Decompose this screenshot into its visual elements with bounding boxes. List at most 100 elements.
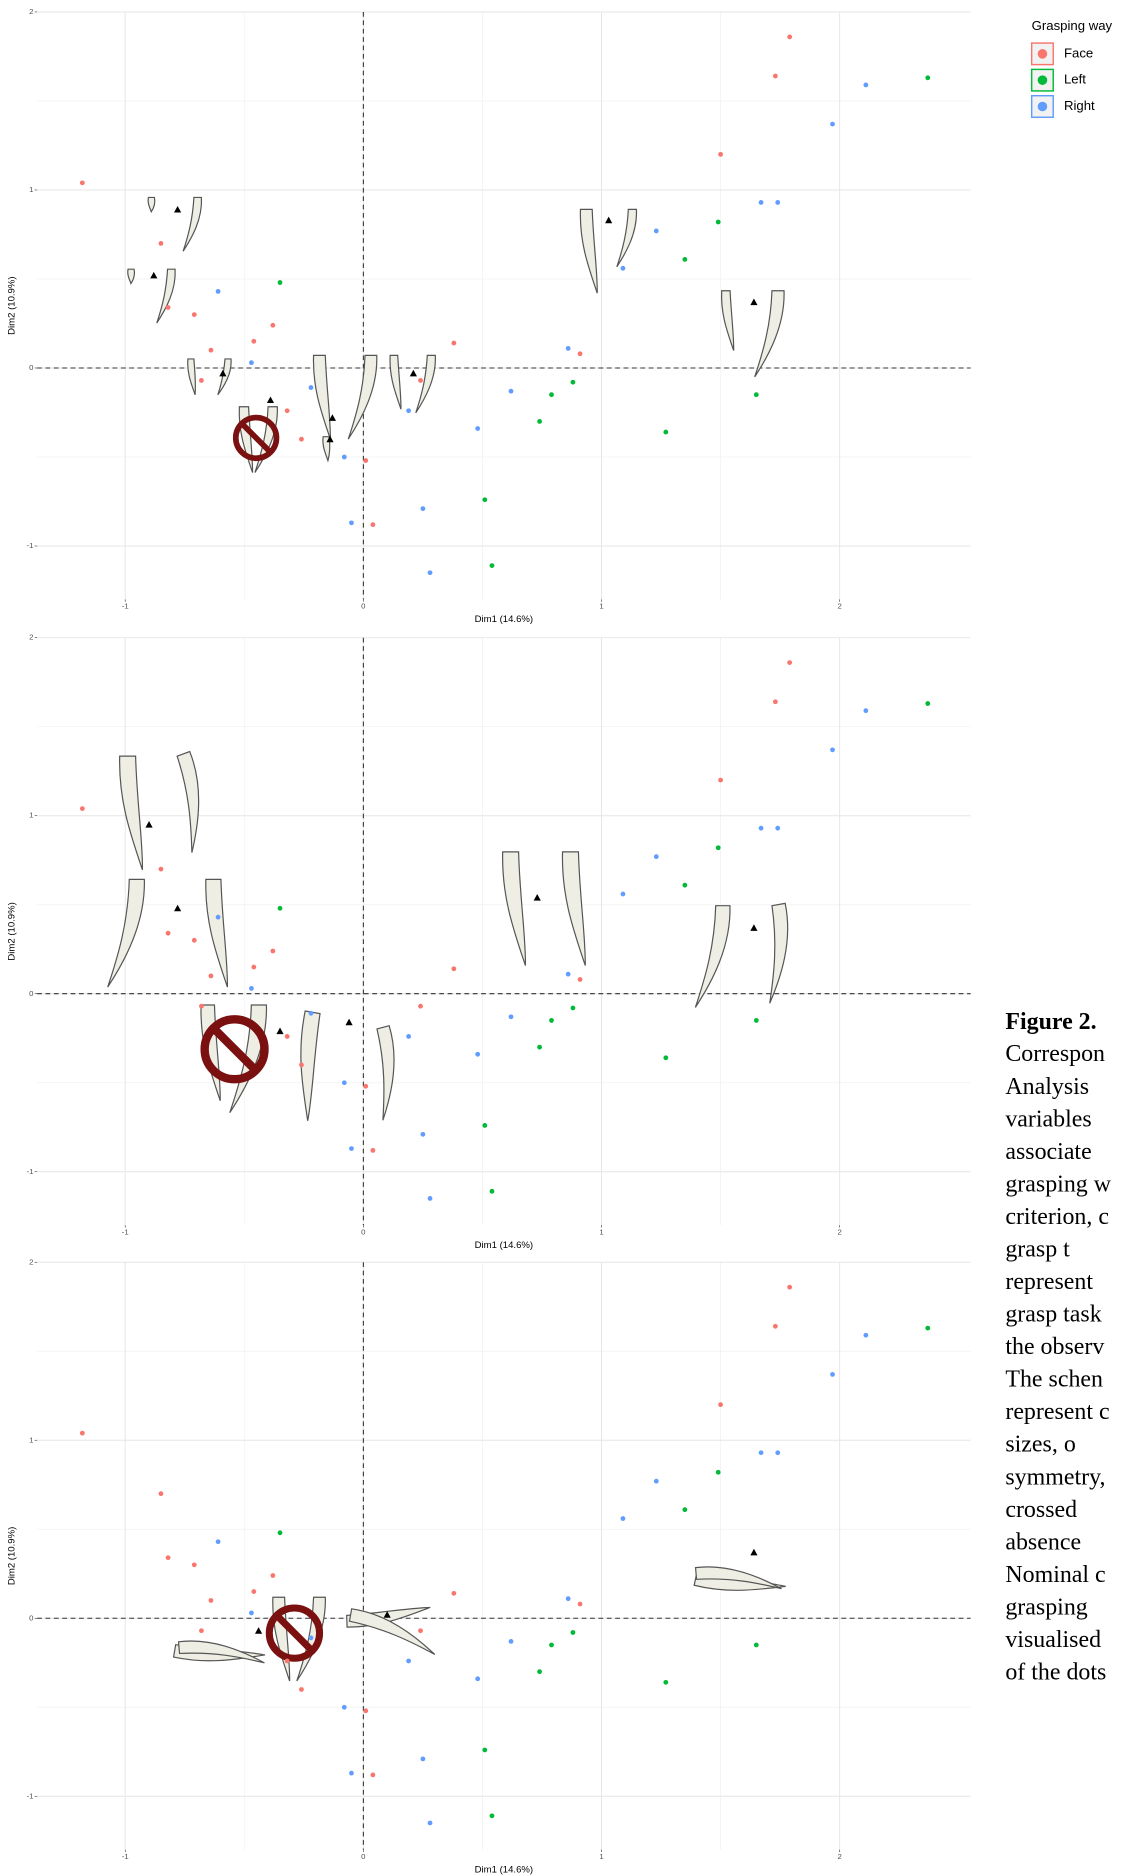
data-point bbox=[715, 845, 721, 851]
caption-line: The schen bbox=[1005, 1367, 1103, 1393]
claw-schematic bbox=[217, 358, 232, 396]
modality-marker bbox=[605, 216, 613, 224]
data-point bbox=[363, 458, 369, 463]
claw-schematic bbox=[769, 902, 789, 1004]
modality-marker bbox=[145, 821, 153, 828]
x-tick-label: 0 bbox=[361, 1852, 366, 1861]
absence-sign bbox=[265, 1604, 324, 1662]
data-point bbox=[772, 73, 778, 79]
data-point bbox=[418, 1628, 423, 1634]
x-tick-label: -1 bbox=[122, 602, 129, 611]
legend-swatch bbox=[1037, 75, 1048, 85]
data-point bbox=[420, 1131, 426, 1137]
data-point bbox=[925, 701, 931, 706]
claw-schematic bbox=[205, 878, 228, 988]
data-point bbox=[718, 777, 723, 783]
x-tick-label: -1 bbox=[122, 1852, 129, 1861]
x-tick-label: 0 bbox=[361, 1227, 366, 1236]
claw-schematic bbox=[156, 268, 176, 324]
data-point bbox=[549, 1642, 554, 1648]
data-point bbox=[653, 854, 659, 860]
caption-line: absence bbox=[1005, 1529, 1081, 1555]
data-point bbox=[663, 429, 669, 435]
data-point bbox=[620, 1516, 626, 1521]
modality-marker bbox=[254, 1627, 263, 1634]
data-point bbox=[549, 392, 554, 398]
data-point bbox=[570, 1630, 576, 1635]
data-point bbox=[349, 520, 354, 526]
x-tick-label: 0 bbox=[361, 602, 366, 611]
data-point bbox=[208, 973, 214, 979]
data-point bbox=[537, 419, 542, 424]
absence-sign-bar bbox=[210, 1025, 259, 1074]
modality-marker bbox=[409, 369, 417, 377]
data-point bbox=[715, 219, 721, 225]
data-point bbox=[406, 1034, 412, 1039]
data-point bbox=[537, 1044, 542, 1050]
data-point bbox=[341, 454, 347, 460]
data-point bbox=[420, 1756, 426, 1762]
y-tick-label: 0 bbox=[29, 1613, 34, 1622]
data-point bbox=[349, 1770, 354, 1776]
modality-marker bbox=[219, 369, 227, 377]
data-point bbox=[215, 289, 221, 294]
data-point bbox=[158, 866, 164, 872]
data-point bbox=[199, 1003, 204, 1009]
y-axis-title: Dim2 (10.9%) bbox=[6, 1527, 17, 1585]
modality-marker bbox=[276, 1027, 284, 1035]
modality-marker bbox=[750, 1548, 758, 1556]
claw-schematic bbox=[182, 196, 203, 252]
claw-schematic bbox=[389, 354, 402, 410]
y-tick-label: 1 bbox=[29, 1435, 33, 1444]
data-point bbox=[565, 971, 571, 977]
modality-marker bbox=[328, 414, 336, 421]
x-tick-label: 1 bbox=[599, 1852, 603, 1861]
data-point bbox=[299, 1687, 304, 1692]
claw-schematic bbox=[721, 290, 735, 351]
caption-line: Analysis bbox=[1005, 1074, 1089, 1100]
data-point bbox=[451, 1590, 457, 1596]
claw-schematic bbox=[347, 354, 378, 440]
data-point bbox=[549, 1018, 554, 1023]
absence-sign-bar bbox=[274, 1613, 315, 1654]
data-point bbox=[277, 905, 283, 911]
data-point bbox=[577, 977, 583, 982]
data-point bbox=[787, 1284, 793, 1290]
data-point bbox=[753, 1018, 759, 1023]
caption-line: Correspon bbox=[1005, 1041, 1105, 1067]
claw-schematic bbox=[694, 905, 731, 1008]
data-point bbox=[830, 121, 835, 127]
data-point bbox=[653, 1478, 659, 1484]
data-point bbox=[427, 570, 433, 576]
data-point bbox=[682, 882, 688, 888]
data-point bbox=[341, 1704, 347, 1710]
data-point bbox=[653, 228, 659, 234]
data-point bbox=[787, 34, 793, 40]
caption-line: criterion, c bbox=[1005, 1204, 1109, 1230]
modality-marker bbox=[326, 435, 334, 443]
data-point bbox=[251, 1589, 257, 1594]
data-point bbox=[363, 1083, 369, 1089]
data-point bbox=[508, 388, 514, 394]
data-point bbox=[165, 930, 171, 936]
data-point bbox=[863, 82, 869, 88]
data-point bbox=[158, 1491, 164, 1497]
x-axis-title: Dim1 (14.6%) bbox=[475, 1864, 533, 1875]
claw-schematic bbox=[754, 290, 785, 378]
data-point bbox=[208, 347, 214, 353]
claw-schematic bbox=[127, 268, 136, 285]
data-point bbox=[191, 937, 197, 943]
data-point bbox=[79, 1430, 85, 1436]
claw-schematic bbox=[177, 1640, 265, 1664]
modality-marker bbox=[750, 298, 758, 306]
data-point bbox=[451, 966, 457, 972]
absence-sign bbox=[232, 414, 280, 462]
data-point bbox=[427, 1820, 433, 1826]
data-point bbox=[363, 1708, 369, 1714]
data-point bbox=[158, 240, 164, 246]
claw-schematic bbox=[561, 851, 586, 966]
data-point bbox=[308, 1635, 314, 1641]
data-point bbox=[620, 891, 626, 897]
y-tick-label: 0 bbox=[29, 363, 34, 372]
